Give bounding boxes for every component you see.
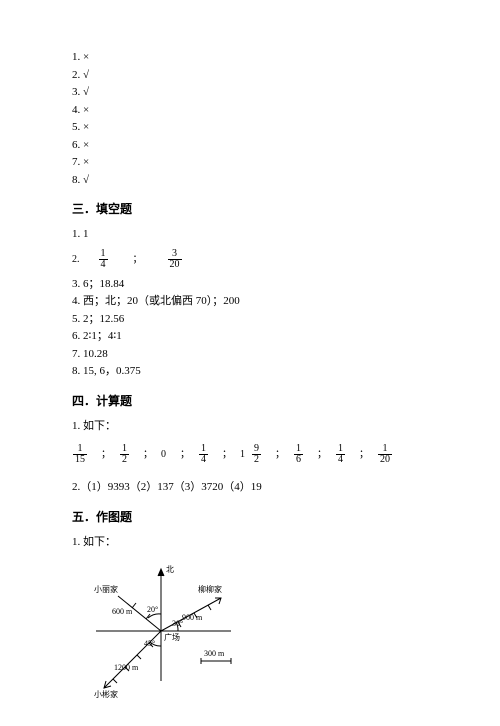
- label-north: 北: [166, 564, 174, 576]
- calc-fraction: 16: [294, 444, 303, 465]
- s3-q2-frac2: 3 20: [168, 249, 182, 270]
- judgement-item: 1. ×: [72, 49, 440, 66]
- calc-fraction: 120: [378, 444, 392, 465]
- s3-q4: 4. 西；北；20（或北偏西 70）；200: [72, 293, 440, 310]
- calc-fraction: 14: [199, 444, 208, 465]
- label-center: 广场: [164, 632, 180, 644]
- label-a45: 45°: [144, 638, 155, 650]
- direction-diagram: 北 小丽家 柳柳家 小彬家 广场 600 m 900 m 1200 m 300 …: [76, 556, 266, 706]
- calc-text: 0: [161, 447, 166, 462]
- calc-sep: ；: [222, 447, 232, 462]
- s3-q1: 1. 1: [72, 226, 440, 243]
- label-scale: 300 m: [204, 648, 224, 660]
- section-3-title: 三．填空题: [72, 200, 440, 218]
- label-1200: 1200 m: [114, 662, 138, 674]
- judgement-item: 4. ×: [72, 102, 440, 119]
- section-4-title: 四．计算题: [72, 392, 440, 410]
- s3-q6: 6. 2∶1；4∶1: [72, 328, 440, 345]
- calc-sep: ；: [317, 447, 327, 462]
- s5-q1: 1. 如下：: [72, 534, 440, 551]
- judgement-item: 2. √: [72, 67, 440, 84]
- label-600: 600 m: [112, 606, 132, 618]
- s3-q7: 7. 10.28: [72, 346, 440, 363]
- s3-q5: 5. 2；12.56: [72, 311, 440, 328]
- judgement-item: 8. √: [72, 172, 440, 189]
- calc-fraction: 92: [252, 444, 261, 465]
- judgement-item: 5. ×: [72, 119, 440, 136]
- s4-q1: 1. 如下：: [72, 418, 440, 435]
- label-home1: 小丽家: [94, 584, 118, 596]
- s3-q3: 3. 6；18.84: [72, 276, 440, 293]
- calc-sep: ；: [143, 447, 153, 462]
- label-home3: 小彬家: [94, 689, 118, 701]
- label-a30: 30°: [172, 618, 183, 630]
- s3-q2-sep: ；: [133, 252, 143, 267]
- calc-fraction: 12: [120, 444, 129, 465]
- s4-q2: 2.（1）9393（2）137（3）3720（4）19: [72, 479, 440, 496]
- calc-fraction: 115: [73, 444, 87, 465]
- s4-calc-row: 115 ； 12 ； 0 ； 14 ； 1 92 ； 16 ； 14 ； 120: [72, 444, 440, 465]
- label-home2: 柳柳家: [198, 584, 222, 596]
- label-900: 900 m: [182, 612, 202, 624]
- judgement-item: 6. ×: [72, 137, 440, 154]
- calc-sep: ；: [180, 447, 190, 462]
- s3-q2-frac1: 1 4: [99, 249, 108, 270]
- judgement-list: 1. ×2. √3. √4. ×5. ×6. ×7. ×8. √: [72, 49, 440, 188]
- s3-q2-prefix: 2.: [72, 252, 80, 267]
- section-5-title: 五．作图题: [72, 508, 440, 526]
- judgement-item: 3. √: [72, 84, 440, 101]
- judgement-item: 7. ×: [72, 154, 440, 171]
- calc-sep: ；: [275, 447, 285, 462]
- label-a20: 20°: [147, 604, 158, 616]
- calc-fraction: 14: [336, 444, 345, 465]
- s3-q8: 8. 15, 6，0.375: [72, 363, 440, 380]
- calc-sep: ；: [359, 447, 369, 462]
- calc-sep: ；: [101, 447, 111, 462]
- s3-q2: 2. 1 4 ； 3 20: [72, 249, 440, 270]
- calc-text: 1: [240, 447, 245, 462]
